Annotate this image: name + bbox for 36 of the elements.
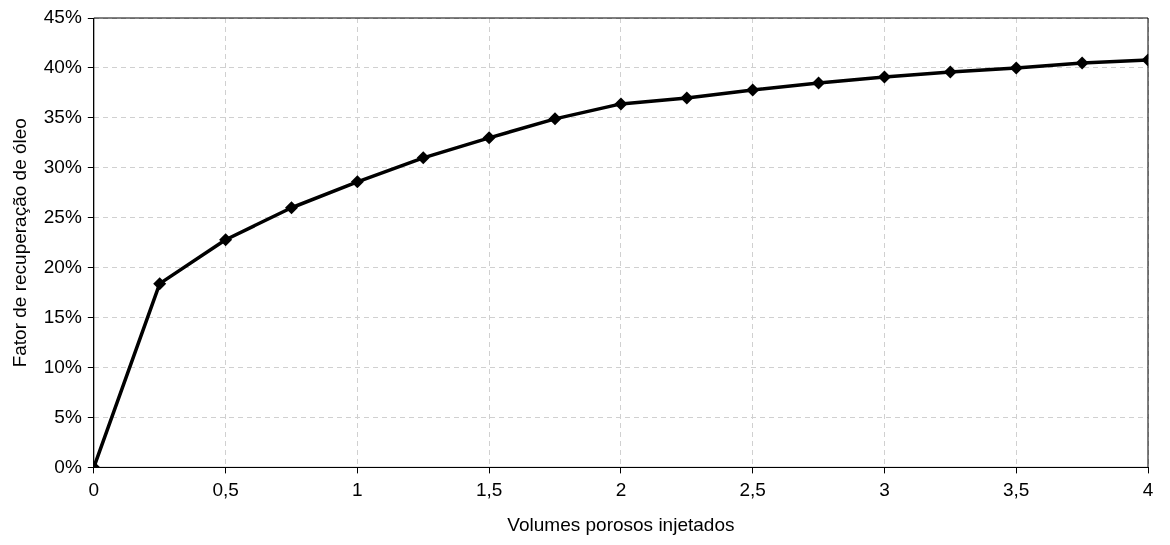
y-axis-title: Fator de recuperação de óleo	[8, 118, 30, 368]
y-tick-label: 45%	[43, 6, 82, 28]
point	[680, 91, 694, 105]
x-tick-label: 3	[879, 479, 890, 501]
y-tick-label: 40%	[43, 56, 82, 78]
point	[1075, 56, 1089, 70]
x-axis-title: Volumes porosos injetados	[507, 513, 735, 535]
point	[746, 83, 760, 97]
point	[482, 131, 496, 145]
y-tick-label: 20%	[43, 255, 82, 277]
x-tick-label: 0	[88, 479, 100, 501]
y-tick-label: 35%	[43, 106, 82, 128]
point	[943, 65, 957, 79]
x-tick-label: 2	[615, 479, 627, 501]
x-tick-label: 4	[1142, 479, 1154, 501]
point	[284, 201, 298, 215]
point	[350, 175, 364, 189]
point	[877, 70, 891, 84]
x-tick-label: 3,5	[1003, 479, 1030, 501]
point	[219, 233, 233, 247]
point	[614, 97, 628, 111]
y-tick-label: 30%	[43, 156, 82, 178]
y-tick-label: 25%	[43, 205, 82, 227]
y-tick-label: 10%	[43, 355, 82, 377]
y-tick-label: 15%	[43, 305, 82, 327]
point	[548, 112, 562, 126]
point	[416, 151, 430, 165]
x-tick-label: 1	[352, 479, 363, 501]
x-tick-label: 0,5	[212, 479, 239, 501]
x-tick-label: 2,5	[739, 479, 766, 501]
x-tick-label: 1,5	[475, 479, 503, 501]
y-tick-label: 0%	[54, 455, 82, 477]
point	[153, 277, 167, 291]
point	[812, 76, 826, 90]
y-tick-label: 5%	[54, 405, 82, 427]
point	[1009, 61, 1023, 75]
